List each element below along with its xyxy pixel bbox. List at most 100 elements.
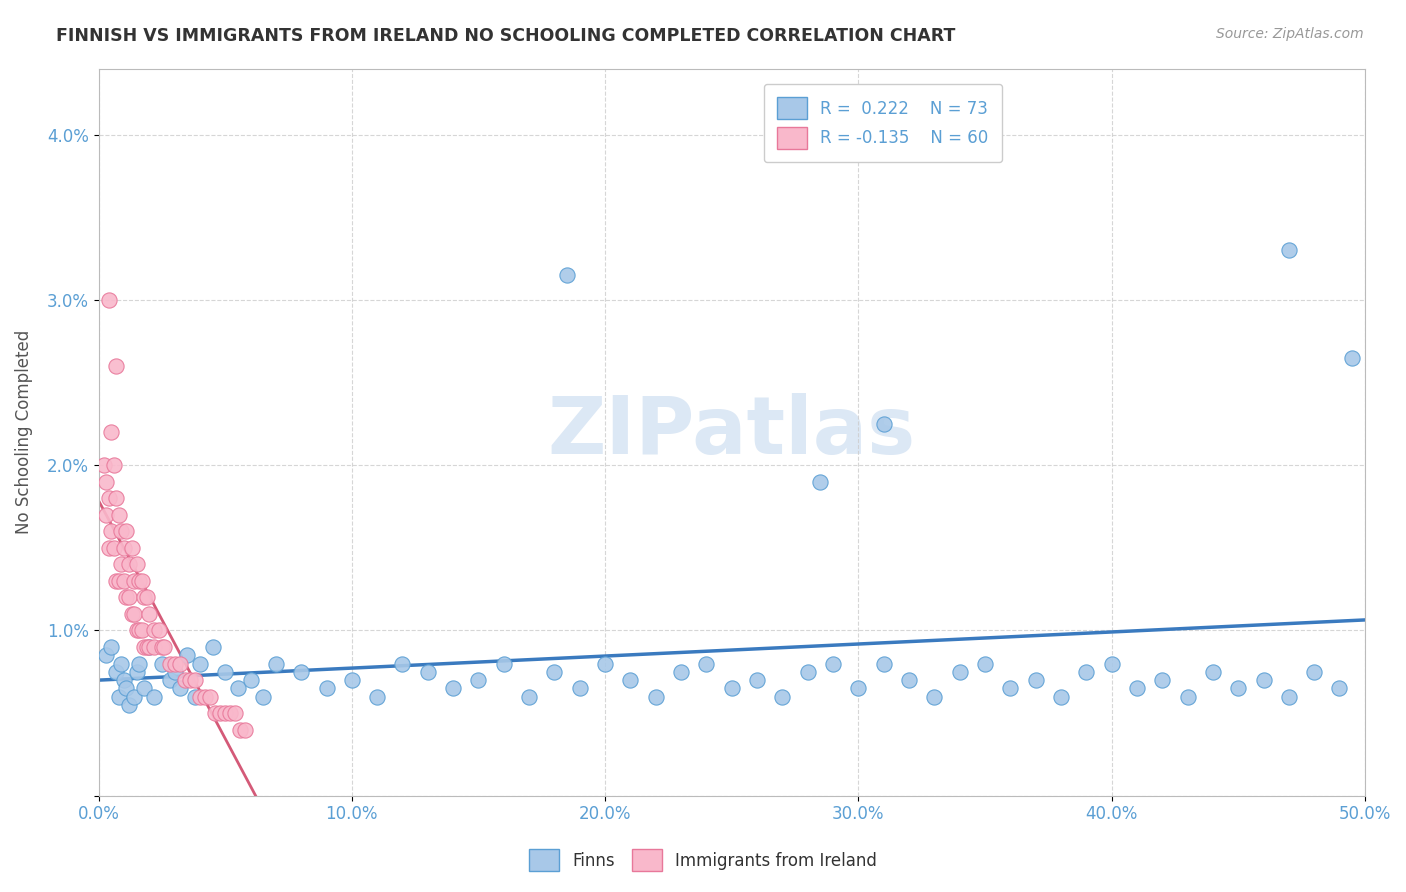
- Point: [1000, 681, 1022, 696]
- Point: [134, 640, 156, 654]
- Point: [153, 640, 176, 654]
- Point: [115, 524, 138, 539]
- Point: [619, 673, 641, 687]
- Point: [644, 690, 666, 704]
- Point: [121, 541, 143, 555]
- Point: [138, 640, 160, 654]
- Point: [209, 706, 232, 720]
- Point: [131, 624, 153, 638]
- Point: [204, 706, 226, 720]
- Point: [135, 591, 157, 605]
- Point: [416, 665, 439, 679]
- Point: [949, 665, 972, 679]
- Point: [97, 491, 120, 506]
- Point: [770, 690, 793, 704]
- Point: [105, 574, 128, 588]
- Point: [194, 690, 217, 704]
- Point: [1303, 665, 1326, 679]
- Text: ZIPatlas: ZIPatlas: [547, 393, 915, 471]
- Point: [159, 673, 181, 687]
- Point: [96, 508, 118, 522]
- Point: [252, 690, 274, 704]
- Point: [224, 706, 246, 720]
- Point: [150, 640, 173, 654]
- Point: [150, 657, 173, 671]
- Point: [103, 541, 125, 555]
- Point: [543, 665, 565, 679]
- Text: FINNISH VS IMMIGRANTS FROM IRELAND NO SCHOOLING COMPLETED CORRELATION CHART: FINNISH VS IMMIGRANTS FROM IRELAND NO SC…: [56, 27, 956, 45]
- Point: [134, 591, 156, 605]
- Point: [115, 681, 138, 696]
- Point: [173, 673, 195, 687]
- Point: [1341, 351, 1364, 365]
- Point: [1253, 673, 1275, 687]
- Point: [198, 690, 221, 704]
- Point: [110, 558, 132, 572]
- Point: [924, 690, 946, 704]
- Point: [720, 681, 742, 696]
- Point: [100, 640, 122, 654]
- Y-axis label: No Schooling Completed: No Schooling Completed: [15, 330, 32, 534]
- Legend: R =  0.222    N = 73, R = -0.135    N = 60: R = 0.222 N = 73, R = -0.135 N = 60: [763, 84, 1002, 162]
- Point: [128, 657, 150, 671]
- Point: [108, 690, 131, 704]
- Point: [125, 665, 148, 679]
- Point: [669, 665, 692, 679]
- Point: [108, 508, 131, 522]
- Point: [118, 558, 141, 572]
- Point: [872, 657, 894, 671]
- Point: [125, 558, 148, 572]
- Point: [264, 657, 287, 671]
- Point: [110, 524, 132, 539]
- Point: [143, 640, 166, 654]
- Point: [176, 648, 198, 663]
- Point: [103, 458, 125, 473]
- Point: [138, 607, 160, 621]
- Point: [105, 491, 128, 506]
- Point: [135, 640, 157, 654]
- Point: [121, 607, 143, 621]
- Point: [441, 681, 464, 696]
- Point: [226, 681, 249, 696]
- Point: [201, 640, 224, 654]
- Point: [1202, 665, 1225, 679]
- Point: [115, 591, 138, 605]
- Point: [105, 359, 128, 373]
- Point: [179, 673, 201, 687]
- Point: [555, 268, 578, 282]
- Point: [100, 425, 122, 439]
- Point: [214, 706, 236, 720]
- Point: [821, 657, 844, 671]
- Point: [846, 681, 869, 696]
- Point: [184, 690, 207, 704]
- Point: [1152, 673, 1174, 687]
- Legend: Finns, Immigrants from Ireland: Finns, Immigrants from Ireland: [520, 841, 886, 880]
- Point: [796, 665, 818, 679]
- Point: [97, 293, 120, 307]
- Point: [1025, 673, 1047, 687]
- Point: [148, 624, 170, 638]
- Point: [122, 607, 145, 621]
- Point: [96, 648, 118, 663]
- Point: [93, 458, 115, 473]
- Point: [239, 673, 262, 687]
- Point: [1177, 690, 1199, 704]
- Point: [163, 665, 186, 679]
- Point: [898, 673, 921, 687]
- Point: [290, 665, 312, 679]
- Point: [169, 681, 191, 696]
- Point: [467, 673, 489, 687]
- Point: [214, 665, 236, 679]
- Point: [1126, 681, 1149, 696]
- Point: [1101, 657, 1123, 671]
- Point: [366, 690, 388, 704]
- Point: [125, 624, 148, 638]
- Point: [808, 475, 831, 489]
- Point: [128, 624, 150, 638]
- Point: [1076, 665, 1098, 679]
- Point: [315, 681, 337, 696]
- Point: [122, 574, 145, 588]
- Point: [517, 690, 540, 704]
- Point: [122, 690, 145, 704]
- Point: [219, 706, 242, 720]
